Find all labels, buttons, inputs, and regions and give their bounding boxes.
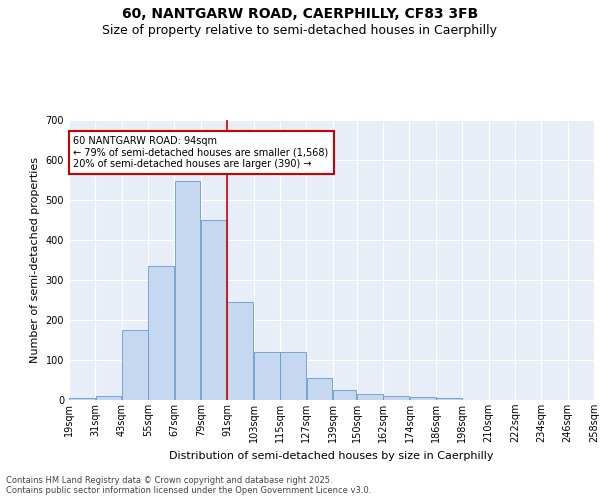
Y-axis label: Number of semi-detached properties: Number of semi-detached properties xyxy=(30,157,40,363)
Text: 60 NANTGARW ROAD: 94sqm
← 79% of semi-detached houses are smaller (1,568)
20% of: 60 NANTGARW ROAD: 94sqm ← 79% of semi-de… xyxy=(73,136,329,169)
Bar xyxy=(227,302,253,400)
Bar xyxy=(436,398,462,400)
Bar xyxy=(95,396,121,400)
Bar xyxy=(280,352,306,400)
Bar xyxy=(70,398,95,400)
Bar xyxy=(333,390,356,400)
Bar xyxy=(148,266,174,400)
Bar xyxy=(307,378,332,400)
Bar xyxy=(201,220,227,400)
Text: Size of property relative to semi-detached houses in Caerphilly: Size of property relative to semi-detach… xyxy=(103,24,497,37)
Text: Contains HM Land Registry data © Crown copyright and database right 2025.
Contai: Contains HM Land Registry data © Crown c… xyxy=(6,476,371,495)
Bar xyxy=(175,181,200,400)
Bar xyxy=(383,396,409,400)
X-axis label: Distribution of semi-detached houses by size in Caerphilly: Distribution of semi-detached houses by … xyxy=(169,450,494,460)
Text: 60, NANTGARW ROAD, CAERPHILLY, CF83 3FB: 60, NANTGARW ROAD, CAERPHILLY, CF83 3FB xyxy=(122,8,478,22)
Bar xyxy=(254,352,280,400)
Bar xyxy=(410,397,436,400)
Bar xyxy=(122,330,148,400)
Bar xyxy=(357,394,383,400)
